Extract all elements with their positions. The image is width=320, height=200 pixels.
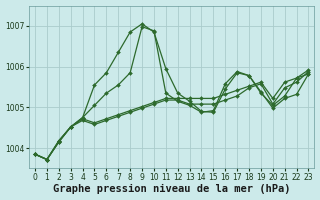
X-axis label: Graphe pression niveau de la mer (hPa): Graphe pression niveau de la mer (hPa) <box>53 184 291 194</box>
